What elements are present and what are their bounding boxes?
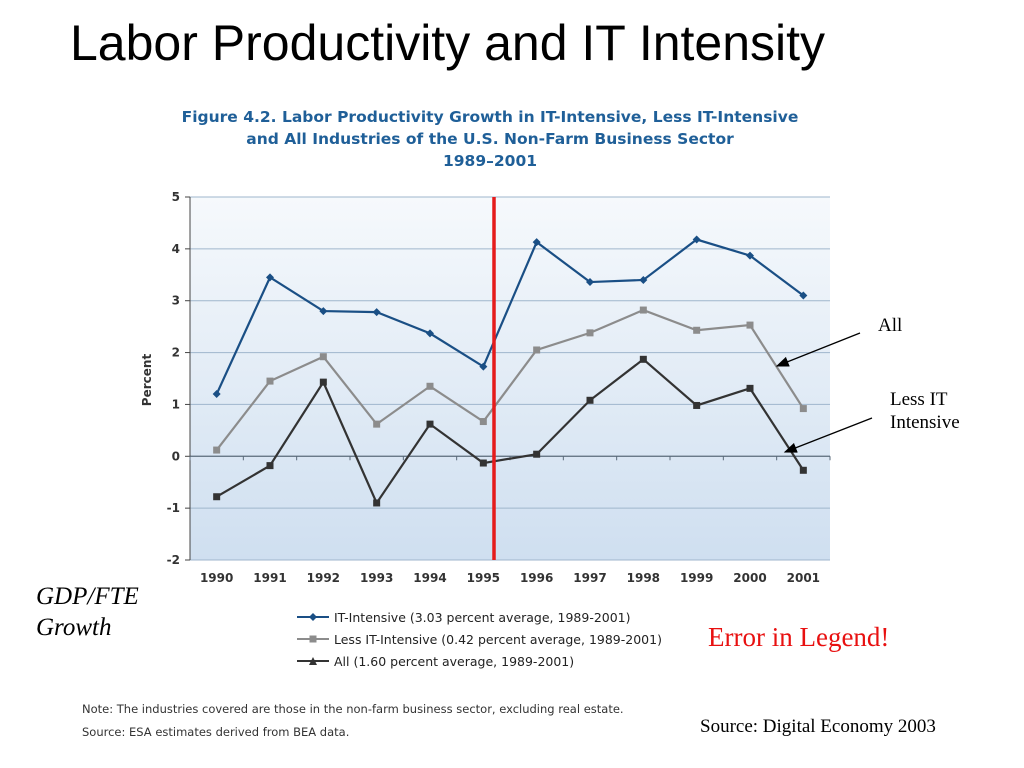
series-lines [212, 235, 808, 507]
annotation-less-it-line-2: Intensive [890, 412, 960, 433]
data-point [319, 307, 328, 316]
y-axis: -2 -1 0 1 2 3 4 5 [167, 190, 191, 567]
data-point [746, 321, 754, 329]
data-point [212, 390, 221, 399]
x-axis: 1990 1991 1992 1993 1994 1995 1996 1997 1998 1999… [189, 456, 831, 585]
legend-item: All (1.60 percent average, 1989-2001) [296, 650, 662, 672]
figure-title-line-2: and All Industries of the U.S. Non-Farm … [246, 130, 734, 148]
data-point [426, 329, 434, 338]
y-tick-label: 3 [172, 294, 180, 308]
data-point [799, 291, 808, 300]
data-point [319, 378, 327, 386]
annotation-less-it: Less IT Intensive [890, 388, 960, 434]
data-point [319, 353, 327, 361]
figure-title: Figure 4.2. Labor Productivity Growth in… [100, 106, 880, 172]
legend-swatch-it-intensive [297, 613, 329, 621]
data-point [213, 493, 221, 501]
data-point [213, 446, 221, 454]
data-point [479, 362, 488, 371]
data-point [373, 420, 381, 428]
series-line [215, 238, 804, 395]
y-tick-label: 1 [172, 397, 180, 411]
x-tick-label: 1995 [467, 571, 500, 585]
data-point [586, 278, 594, 287]
x-tick-label: 2001 [787, 571, 820, 585]
legend-swatch-all [297, 657, 329, 665]
side-label: GDP/FTE Growth [36, 581, 139, 643]
figure-title-line-1: Figure 4.2. Labor Productivity Growth in… [181, 108, 799, 126]
plot-area [190, 197, 830, 560]
data-point [426, 382, 434, 390]
slide-title: Labor Productivity and IT Intensity [70, 15, 826, 71]
y-tick-label: 2 [172, 346, 180, 360]
arrow-less-it [783, 417, 873, 453]
legend-label: All (1.60 percent average, 1989-2001) [334, 653, 575, 669]
data-point [266, 377, 274, 385]
x-tick-label: 1993 [360, 571, 393, 585]
x-tick-label: 1997 [573, 571, 606, 585]
x-tick-label: 1996 [520, 571, 553, 585]
y-tick-label: -1 [167, 501, 180, 515]
data-point [266, 273, 274, 282]
y-tick-label: 4 [172, 242, 180, 256]
y-tick-label: 0 [172, 449, 180, 463]
chart-legend: IT-Intensive (3.03 percent average, 1989… [296, 606, 662, 672]
data-point [799, 466, 807, 474]
figure-source-note: Source: ESA estimates derived from BEA d… [82, 725, 350, 739]
data-point [372, 308, 381, 317]
y-axis-label: Percent [140, 354, 154, 407]
legend-item: Less IT-Intensive (0.42 percent average,… [296, 628, 662, 650]
y-tick-label: -2 [167, 553, 180, 567]
side-label-line-1: GDP/FTE [36, 583, 139, 610]
legend-swatch-less-it-intensive [297, 635, 329, 643]
legend-item: IT-Intensive (3.03 percent average, 1989… [296, 606, 662, 628]
data-point [746, 251, 754, 260]
data-point [692, 235, 701, 244]
annotation-less-it-line-1: Less IT [890, 389, 948, 410]
legend-label: IT-Intensive (3.03 percent average, 1989… [334, 609, 631, 625]
data-point [266, 462, 274, 470]
data-point [533, 450, 541, 458]
figure-title-line-3: 1989–2001 [442, 152, 538, 170]
data-point [586, 329, 594, 337]
x-tick-label: 2000 [733, 571, 766, 585]
x-tick-label: 1991 [253, 571, 286, 585]
series-line [215, 308, 805, 451]
data-point [373, 499, 381, 507]
arrow-all [775, 332, 861, 367]
data-point [639, 306, 647, 314]
x-tick-label: 1990 [200, 571, 233, 585]
x-tick-label: 1992 [307, 571, 340, 585]
data-point [639, 275, 648, 284]
data-point [693, 326, 701, 334]
data-point [799, 405, 807, 413]
data-point [746, 384, 754, 392]
series-line [216, 357, 805, 506]
slide-source: Source: Digital Economy 2003 [700, 716, 936, 737]
data-point [639, 355, 647, 363]
x-tick-label: 1994 [413, 571, 446, 585]
legend-label: Less IT-Intensive (0.42 percent average,… [334, 631, 662, 647]
data-point [532, 238, 541, 247]
data-point [426, 420, 434, 428]
annotation-all: All [878, 315, 903, 336]
x-tick-label: 1998 [627, 571, 660, 585]
data-point [533, 346, 541, 354]
data-point [586, 396, 594, 404]
y-tick-label: 5 [172, 190, 180, 204]
data-point [693, 401, 701, 409]
error-annotation: Error in Legend! [708, 622, 890, 652]
side-label-line-2: Growth [36, 614, 112, 641]
x-tick-label: 1999 [680, 571, 713, 585]
data-point [479, 418, 487, 426]
data-point [479, 459, 487, 467]
figure-note: Note: The industries covered are those i… [82, 702, 624, 716]
